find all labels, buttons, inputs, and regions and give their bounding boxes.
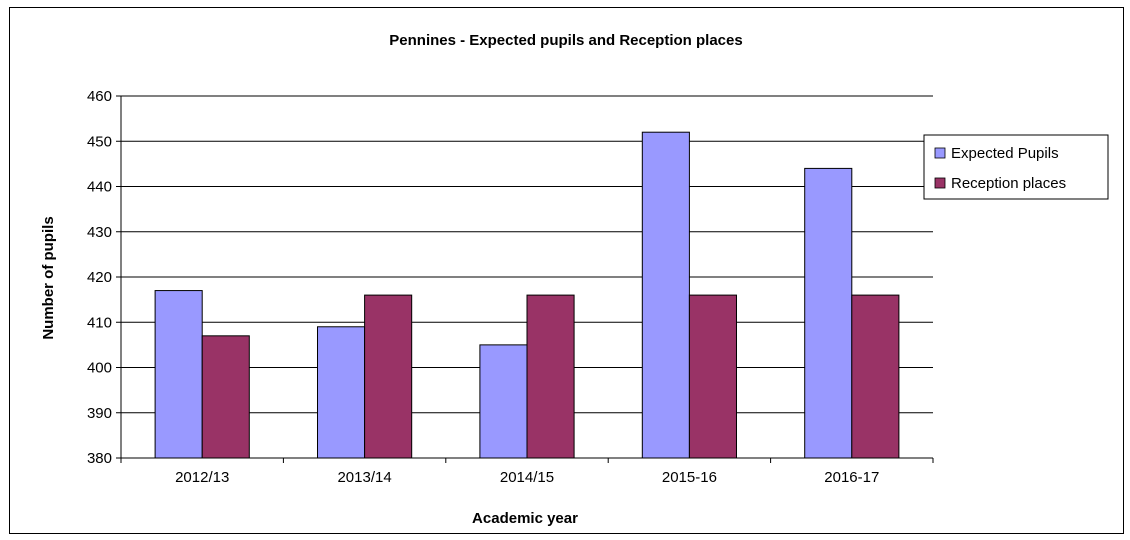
x-tick-label: 2013/14 [337, 469, 391, 486]
bar-reception-places-4 [851, 294, 900, 459]
x-tick-label: 2016-17 [824, 469, 879, 486]
y-tick-label: 390 [87, 405, 112, 422]
x-tick-label: 2015-16 [662, 469, 717, 486]
legend: Expected Pupils Reception places [923, 134, 1109, 200]
bar-reception-places-3 [688, 294, 737, 459]
chart-frame [9, 7, 1124, 534]
legend-box [923, 134, 1109, 200]
y-axis-title: Number of pupils [40, 216, 57, 339]
bar-reception-places-1 [364, 294, 413, 459]
bar-expected-pupils-4 [804, 167, 853, 459]
y-tick-label: 410 [87, 314, 112, 331]
y-tick-label: 380 [87, 450, 112, 467]
bar-expected-pupils-3 [641, 131, 690, 459]
legend-label-expected-pupils: Expected Pupils [951, 145, 1059, 162]
y-tick-label: 400 [87, 360, 112, 377]
y-tick-label: 460 [87, 88, 112, 105]
chart-title: Pennines - Expected pupils and Reception… [389, 32, 742, 49]
y-tick-label: 440 [87, 179, 112, 196]
bar-expected-pupils-2 [479, 344, 528, 459]
bars [154, 131, 900, 459]
bar-reception-places-2 [526, 294, 575, 459]
bar-expected-pupils-0 [154, 290, 203, 459]
y-tick-label: 450 [87, 133, 112, 150]
y-tick-label: 430 [87, 224, 112, 241]
bar-reception-places-0 [201, 335, 250, 459]
x-tick-label: 2014/15 [500, 469, 554, 486]
bar-expected-pupils-1 [317, 326, 366, 459]
x-tick-label: 2012/13 [175, 469, 229, 486]
y-tick-labels: 380 390 400 410 420 430 440 450 460 [87, 88, 112, 467]
axes [116, 95, 934, 463]
x-axis-title: Academic year [472, 510, 578, 527]
legend-label-reception-places: Reception places [951, 175, 1066, 192]
y-tick-label: 420 [87, 269, 112, 286]
gridlines [121, 95, 933, 414]
legend-swatch-expected-pupils [934, 147, 946, 159]
x-tick-labels: 2012/13 2013/14 2014/15 2015-16 2016-17 [175, 469, 879, 486]
legend-swatch-reception-places [934, 177, 946, 189]
